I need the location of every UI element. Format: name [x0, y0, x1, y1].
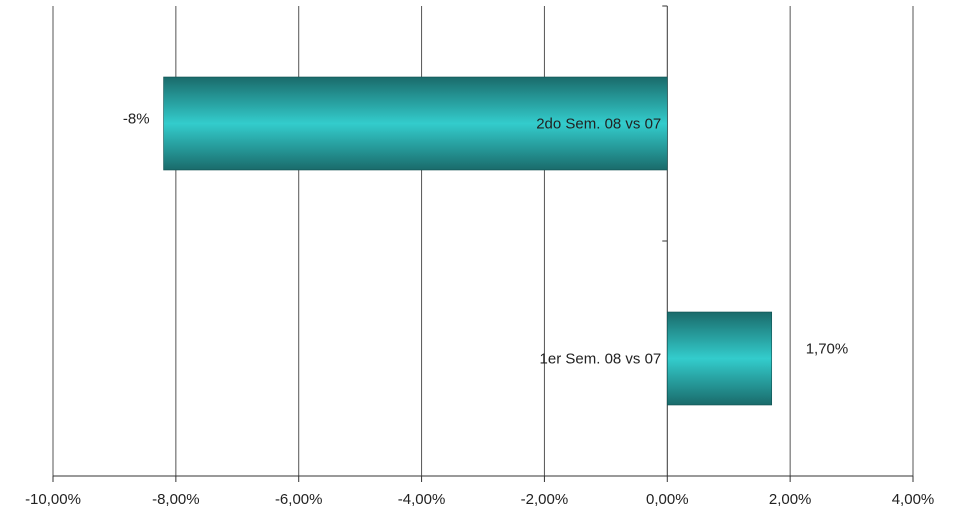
bar-0: [163, 76, 668, 171]
data-label-0: -8%: [123, 111, 150, 128]
x-tick-label-6: 2,00%: [769, 491, 812, 508]
x-tick-label-3: -4,00%: [398, 491, 446, 508]
bar-1: [666, 311, 773, 406]
bars: [163, 76, 773, 406]
x-tick-label-0: -10,00%: [25, 491, 81, 508]
grid-lines: [52, 6, 914, 476]
data-label-1: 1,70%: [806, 341, 849, 358]
x-tick-label-1: -8,00%: [152, 491, 200, 508]
x-tick-label-4: -2,00%: [521, 491, 569, 508]
x-tick-label-2: -6,00%: [275, 491, 323, 508]
category-label-0: 2do Sem. 08 vs 07: [536, 116, 661, 133]
x-tick-label-7: 4,00%: [892, 491, 935, 508]
labels: -10,00% -8,00% -6,00% -4,00% -2,00% 0,00% 2,00…: [25, 111, 934, 509]
x-tick-label-5: 0,00%: [646, 491, 689, 508]
category-label-1: 1er Sem. 08 vs 07: [540, 351, 662, 368]
